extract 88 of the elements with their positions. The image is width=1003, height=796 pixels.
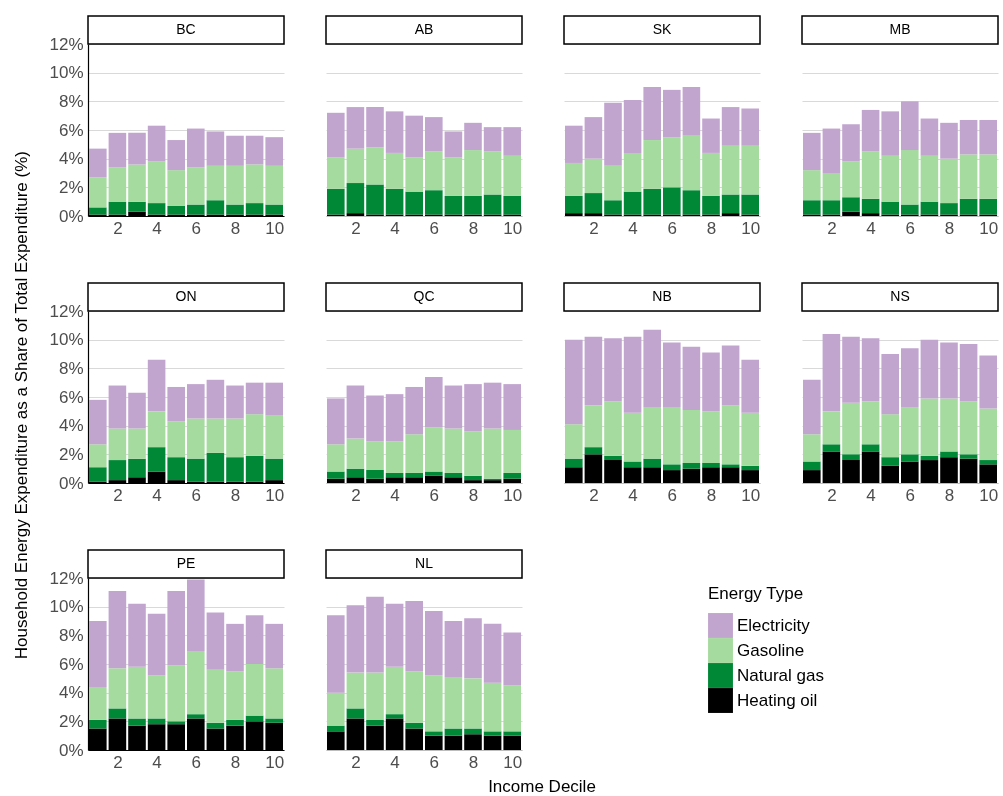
x-tick-label: 6 <box>429 752 440 772</box>
x-tick-label: 8 <box>944 485 955 505</box>
x-tick-label: 10 <box>503 485 523 505</box>
x-tick-label: 4 <box>390 752 400 772</box>
legend-label: Gasoline <box>737 640 805 660</box>
y-tick-label: 12% <box>49 34 84 54</box>
y-tick-label: 4% <box>58 149 84 169</box>
y-tick-label: 6% <box>58 120 84 140</box>
x-tick-label: 4 <box>628 485 638 505</box>
x-tick-label: 4 <box>390 218 400 238</box>
x-tick-label: 8 <box>230 752 241 772</box>
y-tick-label: 4% <box>58 683 84 703</box>
y-tick-label: 2% <box>58 711 84 731</box>
x-tick-label: 2 <box>113 752 123 772</box>
x-tick-label: 6 <box>191 218 202 238</box>
chart-title: AB <box>414 21 434 37</box>
x-tick-label: 2 <box>351 485 361 505</box>
x-tick-label: 4 <box>628 218 638 238</box>
x-tick-label: 8 <box>944 218 955 238</box>
x-axis-title: Income Decile <box>488 777 596 796</box>
x-tick-label: 6 <box>667 218 678 238</box>
chart-title: NS <box>890 288 910 304</box>
y-tick-label: 12% <box>49 301 84 321</box>
y-tick-label: 6% <box>58 654 84 674</box>
x-tick-label: 10 <box>979 485 999 505</box>
x-tick-label: 10 <box>979 218 999 238</box>
x-tick-label: 6 <box>905 485 916 505</box>
x-tick-label: 8 <box>230 218 241 238</box>
chart-title: MB <box>889 21 911 37</box>
chart-title: QC <box>413 288 435 304</box>
chart-title: ON <box>175 288 197 304</box>
x-tick-label: 2 <box>589 485 599 505</box>
x-tick-label: 4 <box>152 218 162 238</box>
x-tick-label: 8 <box>468 752 479 772</box>
x-tick-label: 8 <box>706 218 717 238</box>
x-tick-label: 4 <box>152 485 162 505</box>
x-tick-label: 2 <box>589 218 599 238</box>
y-tick-label: 6% <box>58 387 84 407</box>
y-tick-label: 8% <box>58 91 84 111</box>
x-tick-label: 6 <box>429 485 440 505</box>
x-tick-label: 8 <box>230 485 241 505</box>
x-tick-label: 10 <box>741 218 761 238</box>
y-tick-label: 4% <box>58 416 84 436</box>
x-tick-label: 6 <box>667 485 678 505</box>
x-tick-label: 4 <box>390 485 400 505</box>
x-tick-label: 4 <box>866 485 876 505</box>
x-tick-label: 10 <box>503 752 523 772</box>
legend-label: Natural gas <box>737 665 824 685</box>
chart-title: BC <box>176 21 196 37</box>
y-tick-label: 12% <box>49 568 84 588</box>
x-tick-label: 6 <box>191 752 202 772</box>
y-tick-label: 0% <box>58 740 84 760</box>
y-tick-label: 2% <box>58 444 84 464</box>
x-tick-label: 10 <box>503 218 523 238</box>
legend-label: Electricity <box>737 615 811 635</box>
x-tick-label: 2 <box>827 485 837 505</box>
x-tick-label: 10 <box>265 485 285 505</box>
x-tick-label: 10 <box>741 485 761 505</box>
x-tick-label: 8 <box>706 485 717 505</box>
x-tick-label: 6 <box>429 218 440 238</box>
y-tick-label: 8% <box>58 625 84 645</box>
x-tick-label: 2 <box>113 485 123 505</box>
y-tick-label: 0% <box>58 473 84 493</box>
x-tick-label: 2 <box>113 218 123 238</box>
x-tick-label: 6 <box>191 485 202 505</box>
x-tick-label: 2 <box>351 752 361 772</box>
y-tick-label: 10% <box>49 63 84 83</box>
chart-title: PE <box>176 555 196 571</box>
y-axis-title: Household Energy Expenditure as a Share of Total Expenditure (%) <box>11 151 31 660</box>
y-tick-label: 10% <box>49 597 84 617</box>
x-tick-label: 2 <box>351 218 361 238</box>
chart-title: NB <box>652 288 672 304</box>
x-tick-label: 8 <box>468 218 479 238</box>
legend-title: Energy Type <box>708 584 804 603</box>
x-tick-label: 6 <box>905 218 916 238</box>
y-tick-label: 10% <box>49 330 84 350</box>
x-tick-label: 10 <box>265 218 285 238</box>
chart-title: NL <box>415 555 434 571</box>
y-tick-label: 0% <box>58 206 84 226</box>
x-tick-label: 10 <box>265 752 285 772</box>
y-tick-label: 2% <box>58 177 84 197</box>
x-tick-label: 2 <box>827 218 837 238</box>
y-tick-label: 8% <box>58 358 84 378</box>
x-tick-label: 8 <box>468 485 479 505</box>
x-tick-label: 4 <box>152 752 162 772</box>
x-tick-label: 4 <box>866 218 876 238</box>
chart-title: SK <box>652 21 672 37</box>
legend-label: Heating oil <box>737 690 818 710</box>
